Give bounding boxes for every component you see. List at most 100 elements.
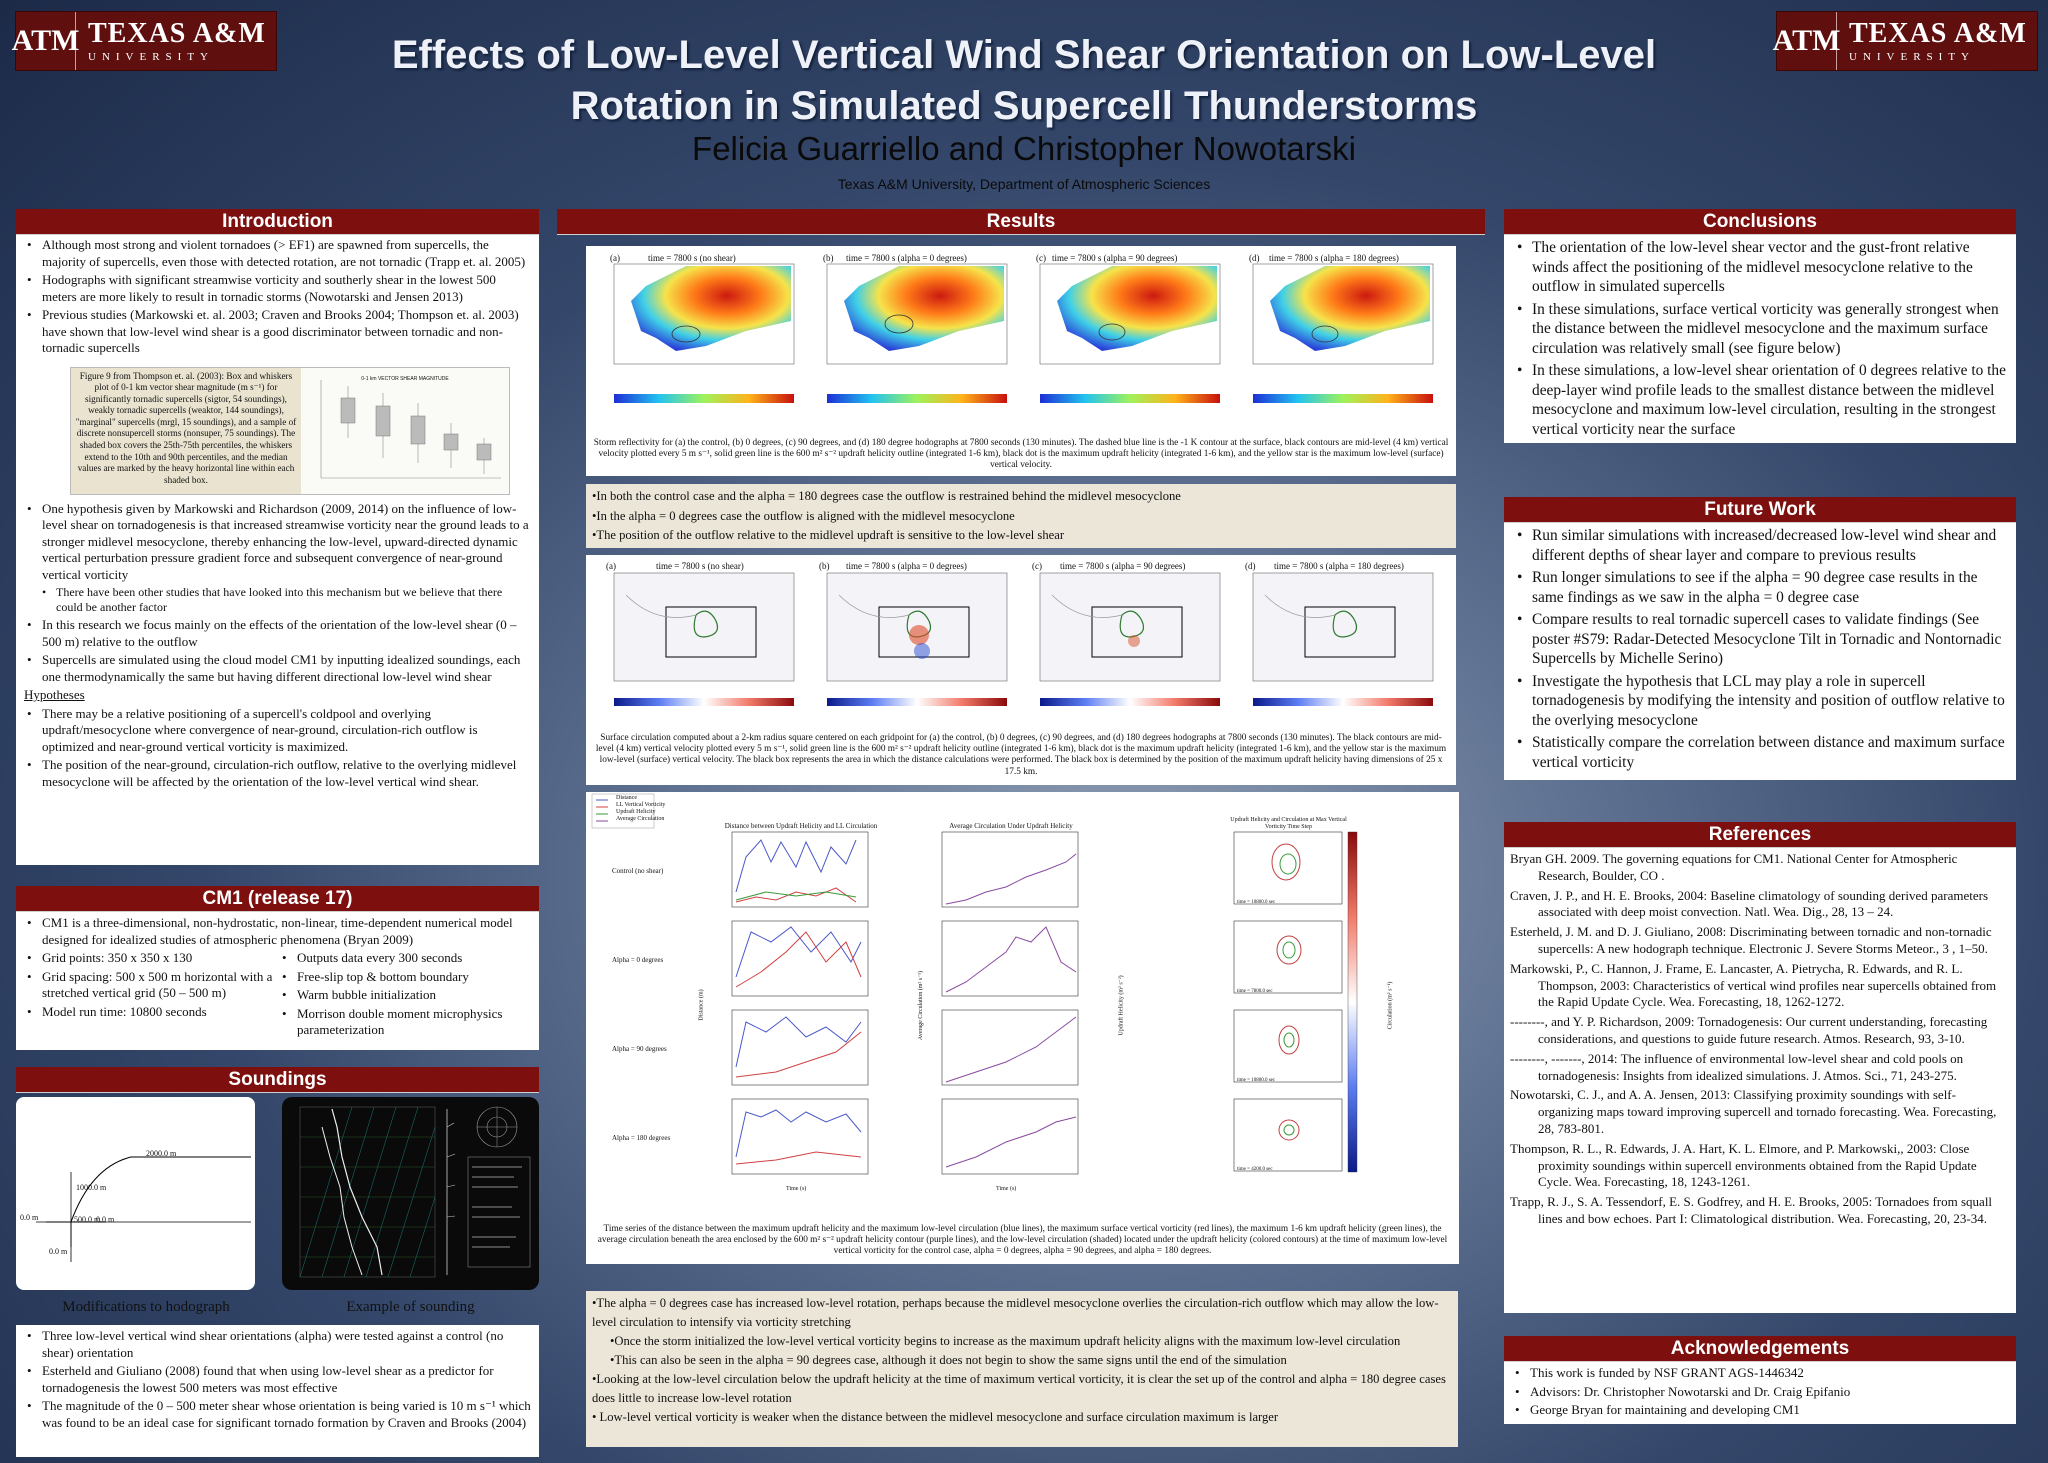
panel-letter: (a) xyxy=(610,253,620,263)
results-sub-bullet: •Once the storm initialized the low-leve… xyxy=(610,1334,1401,1348)
colorbar-label: Circulation (m² s⁻¹) xyxy=(1387,981,1394,1030)
reference-item: --------, and Y. P. Richardson, 2009: To… xyxy=(1510,1014,1988,1046)
panel-letter: (c) xyxy=(1032,561,1042,571)
hodo-label: 2000.0 m xyxy=(146,1149,177,1158)
row-label: Alpha = 180 degrees xyxy=(612,1134,671,1142)
reference-item: Nowotarski, C. J., and A. A. Jensen, 201… xyxy=(1510,1087,1997,1136)
atm-mark-icon: ATM xyxy=(1773,12,1840,70)
cm1-heading: CM1 (release 17) xyxy=(16,886,539,912)
future-bullet: Investigate the hypothesis that LCL may … xyxy=(1514,672,2006,731)
conclusions-heading: Conclusions xyxy=(1504,209,2016,235)
axis-label-time: Time (s) xyxy=(786,1186,807,1192)
results-bullet: •The position of the outflow relative to… xyxy=(592,528,1065,542)
boxplot-svg xyxy=(320,379,501,478)
column-title: Distance between Updraft Helicity and LL… xyxy=(724,822,878,830)
logo-wordmark: TEXAS A&M xyxy=(88,17,266,49)
hodo-label: 0.0 m xyxy=(96,1215,115,1224)
soundings-heading: Soundings xyxy=(16,1067,539,1093)
panel-title: time = 7800 s (alpha = 90 degrees) xyxy=(1052,253,1178,263)
axis-label-time: Time (s) xyxy=(996,1186,1017,1192)
soundings-panel: Three low-level vertical wind shear orie… xyxy=(16,1325,539,1457)
ack-bullet: This work is funded by NSF GRANT AGS-144… xyxy=(1512,1365,2008,1382)
hodo-label: 1000.0 m xyxy=(76,1183,107,1192)
reference-item: Trapp, R. J., S. A. Tessendorf, E. S. Go… xyxy=(1510,1194,1993,1226)
references-panel: Bryan GH. 2009. The governing equations … xyxy=(1504,848,2016,1313)
panel-title: time = 7800 s (alpha = 90 degrees) xyxy=(1060,561,1186,571)
time-label: time = 4200.0 sec xyxy=(1237,1167,1273,1172)
hodograph-figure: 2000.0 m 1000.0 m 0.0 m 500.0 m 0.0 m 0.… xyxy=(16,1097,255,1290)
ack-bullet: George Bryan for maintaining and develop… xyxy=(1512,1402,2008,1419)
hodograph-svg xyxy=(36,1156,251,1262)
panel-letter: (b) xyxy=(823,253,834,263)
panel-title: time = 7800 s (no shear) xyxy=(648,253,736,263)
future-bullet: Compare results to real tornadic superce… xyxy=(1514,610,2006,669)
legend-vorticity: LL Vertical Vorticity xyxy=(616,802,666,808)
future-work-panel: Run similar simulations with increased/d… xyxy=(1504,523,2016,780)
column-title: Average Circulation Under Updraft Helici… xyxy=(949,822,1073,830)
boxplot-chart: 0-1 km VECTOR SHEAR MAGNITUDE xyxy=(301,368,509,494)
panel-letter: (d) xyxy=(1245,561,1256,571)
soundings-bullet: Three low-level vertical wind shear orie… xyxy=(24,1328,531,1361)
thompson-figure: Figure 9 from Thompson et. al. (2003): B… xyxy=(70,366,510,495)
future-bullet: Run longer simulations to see if the alp… xyxy=(1514,568,2006,607)
axis-label-circulation: Average Circulation (m² s⁻¹) xyxy=(918,970,925,1041)
axis-label-helicity: Updraft Helicity (m² s⁻²) xyxy=(1118,975,1125,1036)
logo-wordmark: TEXAS A&M xyxy=(1849,17,2027,49)
logo-sub: UNIVERSITY xyxy=(1849,50,1975,63)
results-sub-bullet: •This can also be seen in the alpha = 90… xyxy=(610,1353,1287,1367)
poster-title: Effects of Low-Level Vertical Wind Shear… xyxy=(300,30,1748,132)
cm1-panel: CM1 is a three-dimensional, non-hydrosta… xyxy=(16,912,539,1050)
conclusion-bullet: In these simulations, surface vertical v… xyxy=(1514,300,2006,359)
tamu-logo-left: ATM TEXAS A&M UNIVERSITY xyxy=(12,11,277,71)
ack-bullet: Advisors: Dr. Christopher Nowotarski and… xyxy=(1512,1384,2008,1401)
panel-letter: (d) xyxy=(1249,253,1260,263)
reference-item: Bryan GH. 2009. The governing equations … xyxy=(1510,851,1958,883)
panel-title: time = 7800 s (no shear) xyxy=(656,561,744,571)
conclusion-bullet: The orientation of the low-level shear v… xyxy=(1514,238,2006,297)
sounding-skewt-figure xyxy=(282,1097,539,1290)
panel-letter: (b) xyxy=(819,561,830,571)
reference-item: Esterheld, J. M. and D. J. Giuliano, 200… xyxy=(1510,924,1992,956)
hodograph-caption: Modifications to hodograph xyxy=(62,1299,230,1315)
results-bullet: •In both the control case and the alpha … xyxy=(592,489,1181,503)
title-line-2: Rotation in Simulated Supercell Thunders… xyxy=(570,84,1478,128)
hodo-label: 0.0 m xyxy=(20,1213,39,1222)
circulation-figure: (a) time = 7800 s (no shear) (b) time = … xyxy=(586,555,1456,785)
reflectivity-svg xyxy=(613,263,1434,403)
logo-sub: UNIVERSITY xyxy=(88,50,214,63)
cm1-spec: Outputs data every 300 seconds xyxy=(279,950,524,967)
legend-distance: Distance xyxy=(616,795,637,801)
intro-bullet: Previous studies (Markowski et. al. 2003… xyxy=(24,307,531,357)
intro-bullet: Although most strong and violent tornado… xyxy=(24,237,531,270)
references-heading: References xyxy=(1504,822,2016,848)
intro-sub-bullet: There have been other studies that have … xyxy=(24,585,531,615)
panel-letter: (c) xyxy=(1036,253,1046,263)
panel-title: time = 7800 s (alpha = 0 degrees) xyxy=(846,561,967,571)
conclusions-panel: The orientation of the low-level shear v… xyxy=(1504,235,2016,443)
cm1-spec: Free-slip top & bottom boundary xyxy=(279,969,524,986)
intro-bullet: In this research we focus mainly on the … xyxy=(24,617,531,650)
results-bullet: •In the alpha = 0 degrees case the outfl… xyxy=(592,508,1015,523)
conclusion-bullet: In these simulations, a low-level shear … xyxy=(1514,361,2006,439)
introduction-heading: Introduction xyxy=(16,209,539,235)
hypothesis-bullet: There may be a relative positioning of a… xyxy=(24,706,531,756)
affiliation: Texas A&M University, Department of Atmo… xyxy=(837,176,1211,192)
hodo-label: 0.0 m xyxy=(49,1247,68,1256)
results-heading: Results xyxy=(557,209,1485,235)
intro-bullet: One hypothesis given by Markowski and Ri… xyxy=(24,501,531,584)
hodo-label: 500.0 m xyxy=(74,1215,101,1224)
timeseries-caption: Time series of the distance between the … xyxy=(597,1224,1448,1257)
hypotheses-label: Hypotheses xyxy=(24,687,85,702)
cm1-spec: Morrison double moment microphysics para… xyxy=(279,1006,524,1039)
reflectivity-figure: (a) time = 7800 s (no shear) (b) time = … xyxy=(586,246,1456,476)
acknowledgements-panel: This work is funded by NSF GRANT AGS-144… xyxy=(1504,1362,2016,1424)
soundings-bullet: Esterheld and Giuliano (2008) found that… xyxy=(24,1363,531,1396)
cm1-spec: Grid points: 350 x 350 x 130 xyxy=(24,950,279,967)
skewt-svg xyxy=(299,1106,531,1278)
introduction-panel: Although most strong and violent tornado… xyxy=(16,235,539,865)
axis-label-distance: Distance (m) xyxy=(698,989,705,1021)
results-bullet: •Looking at the low-level circulation be… xyxy=(592,1372,1446,1405)
cm1-bullet: CM1 is a three-dimensional, non-hydrosta… xyxy=(24,915,531,948)
future-work-heading: Future Work xyxy=(1504,497,2016,523)
authors: Felicia Guarriello and Christopher Nowot… xyxy=(692,130,1356,167)
